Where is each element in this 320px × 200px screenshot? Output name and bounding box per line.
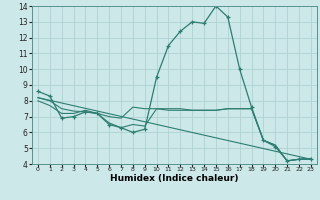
X-axis label: Humidex (Indice chaleur): Humidex (Indice chaleur)	[110, 174, 239, 183]
